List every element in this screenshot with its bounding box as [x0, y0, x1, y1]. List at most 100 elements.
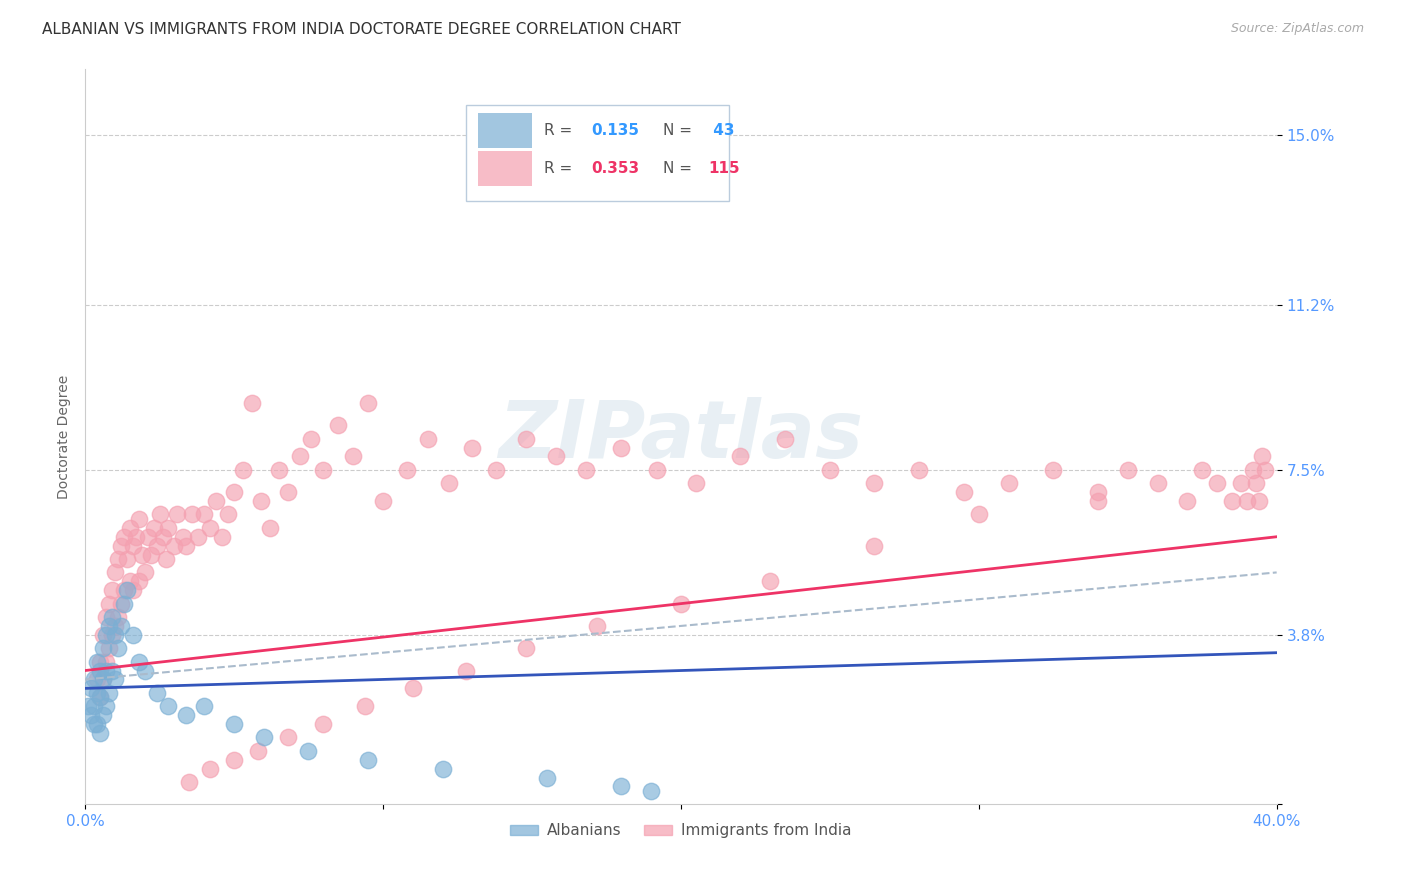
Point: [134, 664, 156, 678]
Point: [437, 476, 460, 491]
Point: [1087, 494, 1109, 508]
Point: [125, 530, 148, 544]
Point: [115, 552, 138, 566]
Point: [101, 583, 124, 598]
Point: [259, 521, 281, 535]
Point: [1247, 494, 1270, 508]
Point: [163, 539, 186, 553]
Point: [166, 508, 188, 522]
Point: [112, 530, 135, 544]
Point: [172, 530, 194, 544]
Point: [121, 539, 143, 553]
Point: [1146, 476, 1168, 491]
Point: [91, 673, 114, 687]
Point: [610, 780, 633, 794]
Point: [759, 574, 782, 589]
Text: N =: N =: [664, 123, 697, 138]
Point: [685, 476, 707, 491]
Point: [101, 628, 124, 642]
Point: [83, 699, 105, 714]
Point: [155, 552, 177, 566]
Point: [456, 664, 478, 678]
Point: [134, 566, 156, 580]
Point: [222, 717, 245, 731]
Point: [193, 699, 215, 714]
Point: [176, 539, 198, 553]
Point: [118, 521, 141, 535]
Point: [118, 574, 141, 589]
Point: [277, 485, 299, 500]
Point: [94, 664, 117, 678]
Point: [198, 521, 221, 535]
Point: [205, 494, 228, 508]
Point: [1254, 463, 1277, 477]
Point: [77, 699, 100, 714]
Point: [967, 508, 990, 522]
Point: [1191, 463, 1213, 477]
Point: [908, 463, 931, 477]
Point: [1042, 463, 1064, 477]
Point: [107, 610, 129, 624]
Point: [157, 521, 180, 535]
Point: [536, 771, 558, 785]
Point: [277, 731, 299, 745]
Point: [91, 641, 114, 656]
Point: [83, 673, 105, 687]
Point: [544, 450, 567, 464]
Point: [1220, 494, 1243, 508]
Point: [157, 699, 180, 714]
Point: [89, 655, 111, 669]
Point: [211, 530, 233, 544]
Point: [104, 673, 127, 687]
Point: [128, 655, 150, 669]
Point: [86, 655, 108, 669]
Point: [181, 508, 204, 522]
Point: [104, 628, 127, 642]
Point: [416, 432, 439, 446]
Point: [515, 432, 537, 446]
Point: [91, 628, 114, 642]
Point: [267, 463, 290, 477]
Point: [89, 664, 111, 678]
Point: [94, 655, 117, 669]
Point: [131, 548, 153, 562]
Point: [176, 708, 198, 723]
Point: [148, 508, 170, 522]
Point: [91, 708, 114, 723]
Point: [432, 762, 454, 776]
Point: [461, 441, 484, 455]
Point: [863, 476, 886, 491]
Y-axis label: Doctorate Degree: Doctorate Degree: [58, 375, 72, 499]
Point: [250, 494, 273, 508]
Point: [301, 432, 323, 446]
Point: [342, 450, 364, 464]
FancyBboxPatch shape: [478, 151, 531, 186]
Point: [1206, 476, 1229, 491]
Point: [107, 552, 129, 566]
Point: [110, 539, 132, 553]
Point: [86, 686, 108, 700]
Point: [128, 574, 150, 589]
Point: [179, 775, 201, 789]
Point: [145, 686, 167, 700]
Point: [107, 641, 129, 656]
Text: ALBANIAN VS IMMIGRANTS FROM INDIA DOCTORATE DEGREE CORRELATION CHART: ALBANIAN VS IMMIGRANTS FROM INDIA DOCTOR…: [42, 22, 681, 37]
Point: [232, 463, 254, 477]
Point: [222, 753, 245, 767]
Point: [240, 396, 263, 410]
Point: [586, 619, 609, 633]
Point: [110, 597, 132, 611]
Point: [288, 450, 311, 464]
Text: 0.135: 0.135: [592, 123, 640, 138]
Point: [97, 686, 120, 700]
Point: [773, 432, 796, 446]
Point: [610, 441, 633, 455]
Point: [515, 641, 537, 656]
Point: [145, 539, 167, 553]
Point: [142, 521, 165, 535]
Point: [402, 681, 425, 696]
Point: [1230, 476, 1253, 491]
Point: [669, 597, 692, 611]
Point: [253, 731, 276, 745]
Point: [91, 673, 114, 687]
